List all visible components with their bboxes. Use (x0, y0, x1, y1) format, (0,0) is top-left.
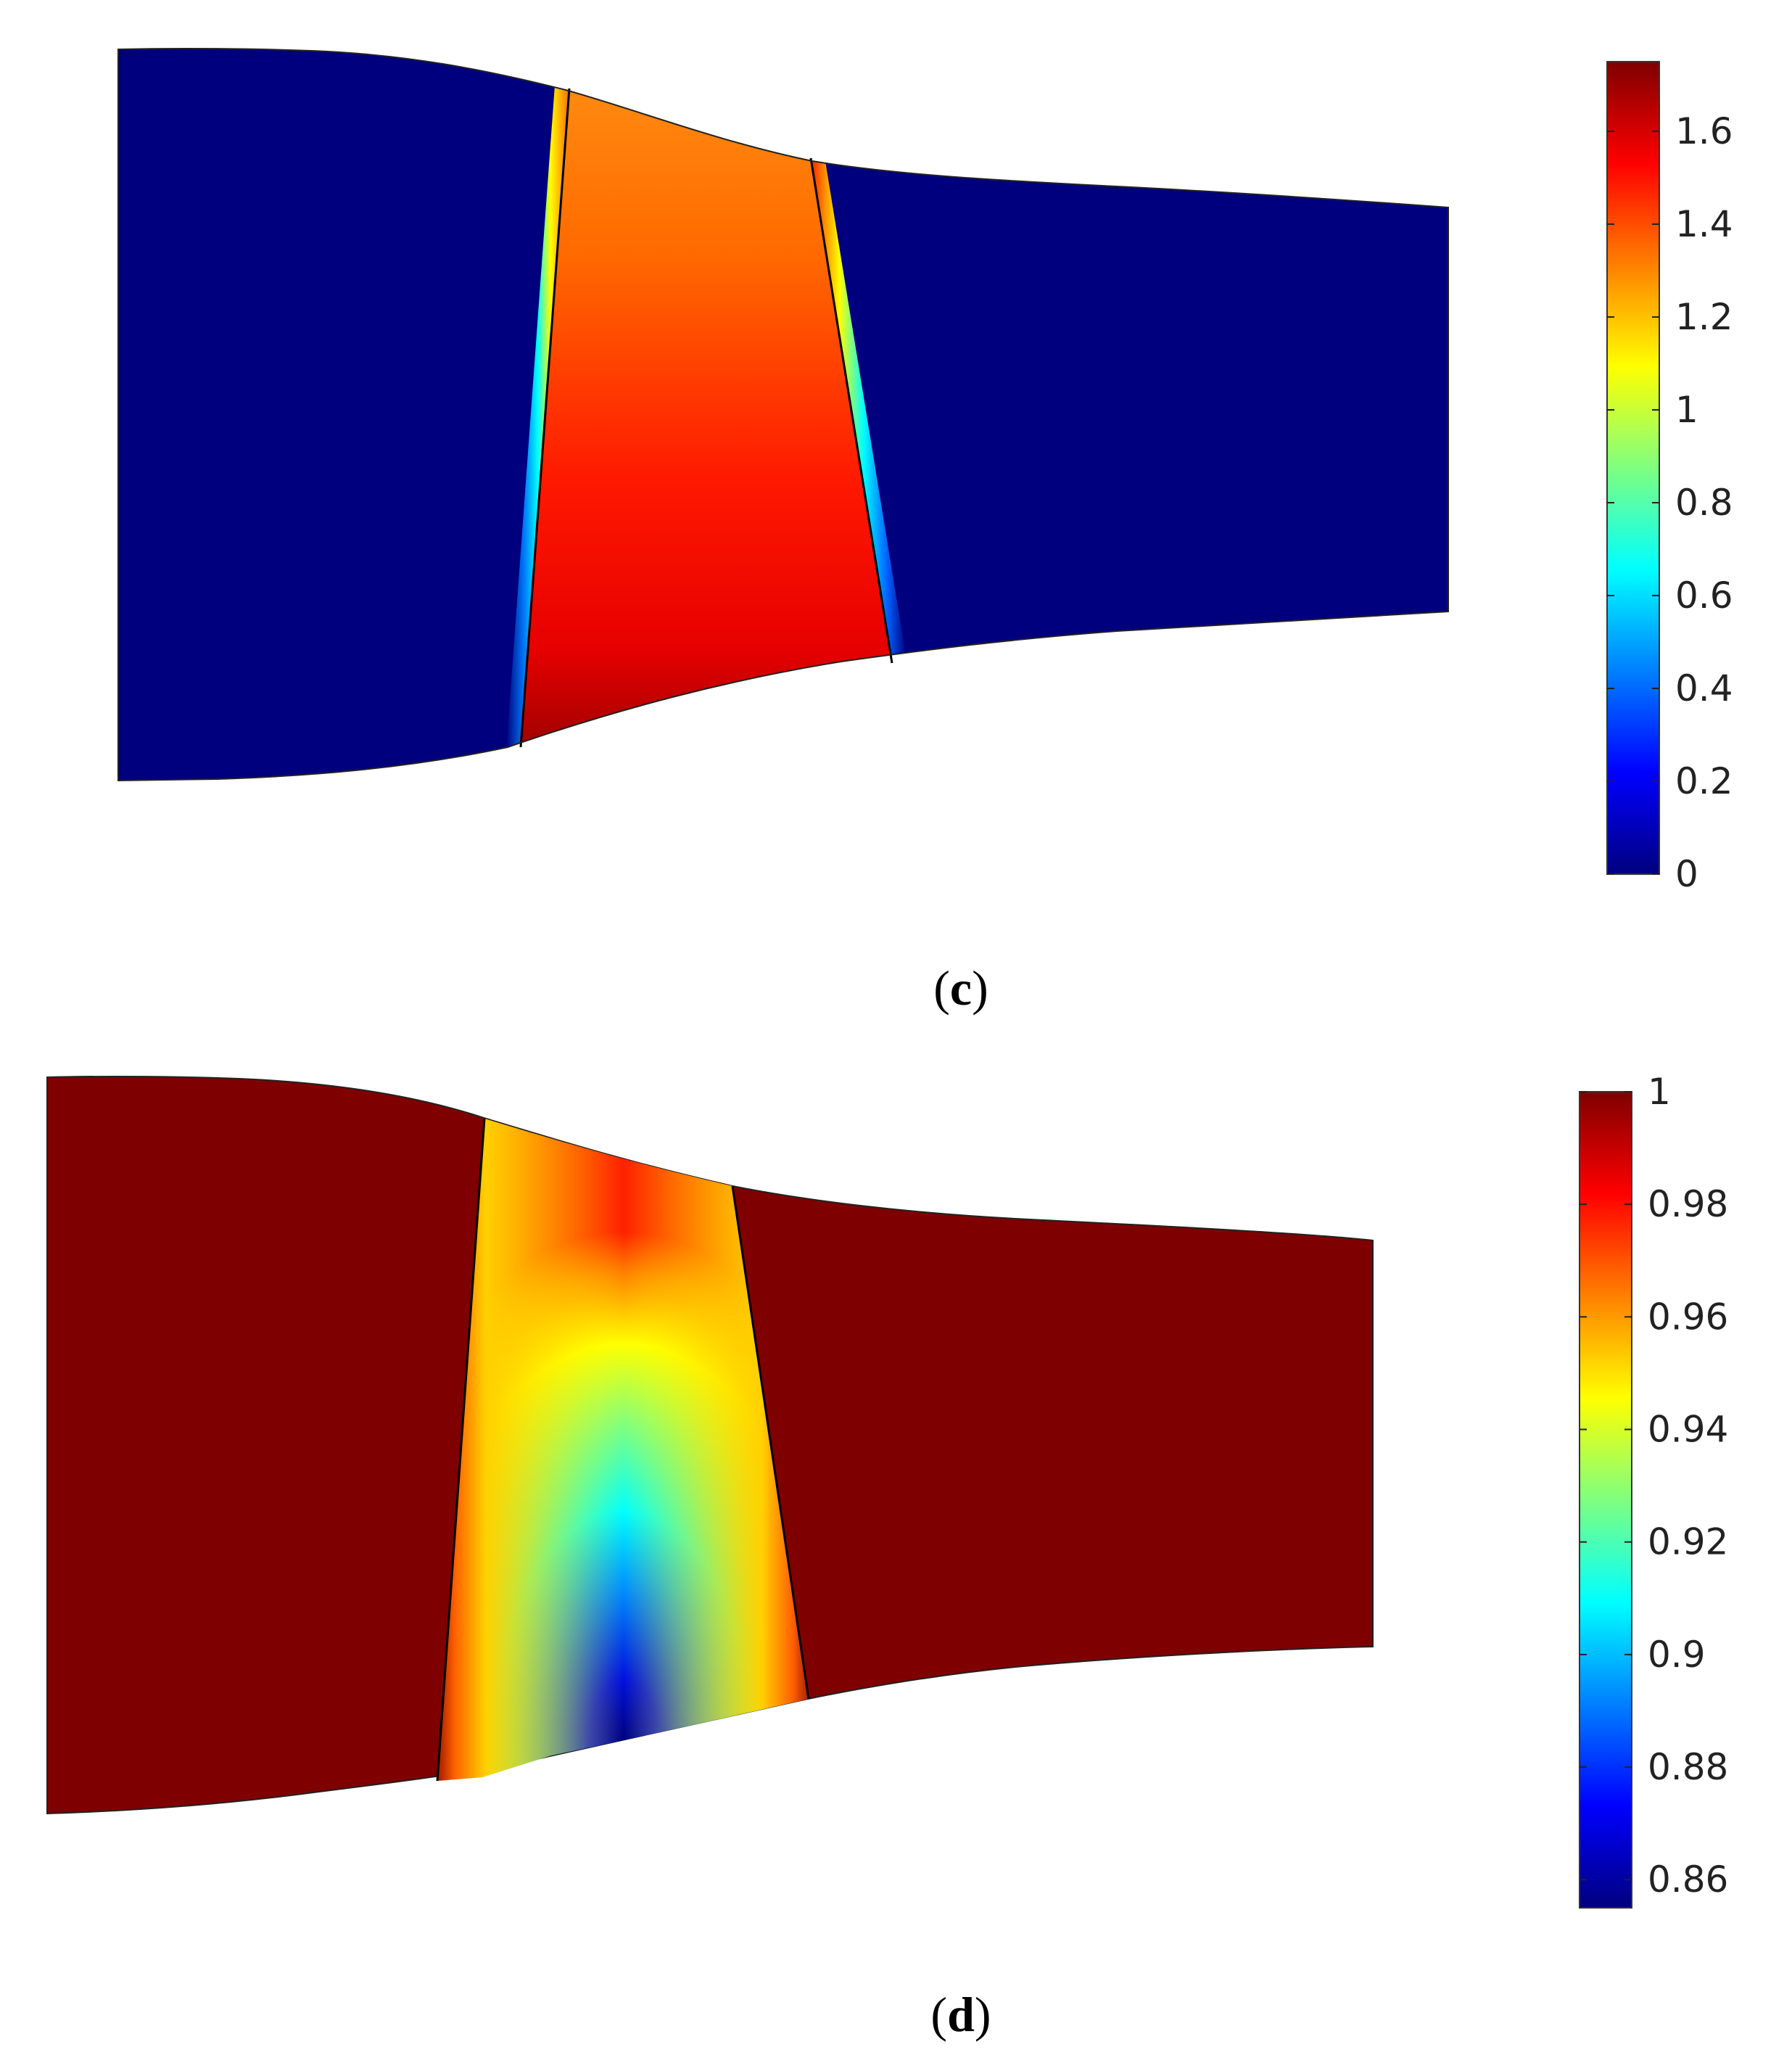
colorbar-tick-label: 0.86 (1648, 1858, 1728, 1901)
colorbar-tick-label: 0.96 (1648, 1296, 1728, 1338)
shock-line-right-d (731, 1185, 810, 1700)
colorbar-tick-label: 0.9 (1648, 1634, 1706, 1676)
colorbar-tick-label: 0.8 (1675, 482, 1733, 524)
colorbar-c: 0 0.2 0.4 0.6 0.8 1 1.2 1.4 1.6 (1606, 61, 1733, 895)
colorbar-tick-label: 0.92 (1648, 1521, 1728, 1563)
colorbar-tick-label: 0.94 (1648, 1409, 1728, 1451)
nozzle-field-c (118, 48, 1448, 781)
colorbar-c-ticks: 0 0.2 0.4 0.6 0.8 1 1.2 1.4 1.6 (1607, 110, 1733, 895)
colorbar-tick-label: 0.98 (1648, 1183, 1728, 1225)
colorbar-tick-label: 0.6 (1675, 575, 1733, 617)
panel-label-c: (c) (933, 960, 988, 1016)
panel-d: 0.86 0.88 0.9 0.92 0.94 0.96 0.98 1 (d) (46, 1071, 1728, 2042)
colorbar-c-gradient (1606, 61, 1660, 875)
colorbar-tick-label: 0.2 (1675, 760, 1733, 802)
shock-line-left-d (436, 1118, 486, 1782)
colorbar-tick-label: 1 (1648, 1071, 1671, 1113)
panel-c: 0 0.2 0.4 0.6 0.8 1 1.2 1.4 1.6 (c) (117, 47, 1733, 1016)
nozzle-outline-c (117, 47, 1449, 782)
colorbar-d: 0.86 0.88 0.9 0.92 0.94 0.96 0.98 1 (1579, 1071, 1728, 1909)
expansion-region-d (437, 1119, 809, 1781)
colorbar-tick-label: 0 (1675, 853, 1698, 895)
colorbar-tick-label: 0.88 (1648, 1746, 1728, 1788)
colorbar-tick-label: 1.2 (1675, 296, 1733, 338)
colorbar-tick-label: 1.4 (1675, 203, 1733, 245)
shock-line-left-c (519, 88, 571, 748)
colorbar-d-gradient (1579, 1091, 1632, 1909)
colorbar-tick-label: 1.6 (1675, 110, 1733, 152)
colorbar-tick-label: 0.4 (1675, 667, 1733, 709)
colorbar-tick-label: 1 (1675, 389, 1698, 431)
panel-label-d: (d) (930, 1987, 991, 2042)
shock-line-right-c (809, 157, 893, 664)
colorbar-d-ticks: 0.86 0.88 0.9 0.92 0.94 0.96 0.98 1 (1580, 1071, 1728, 1901)
